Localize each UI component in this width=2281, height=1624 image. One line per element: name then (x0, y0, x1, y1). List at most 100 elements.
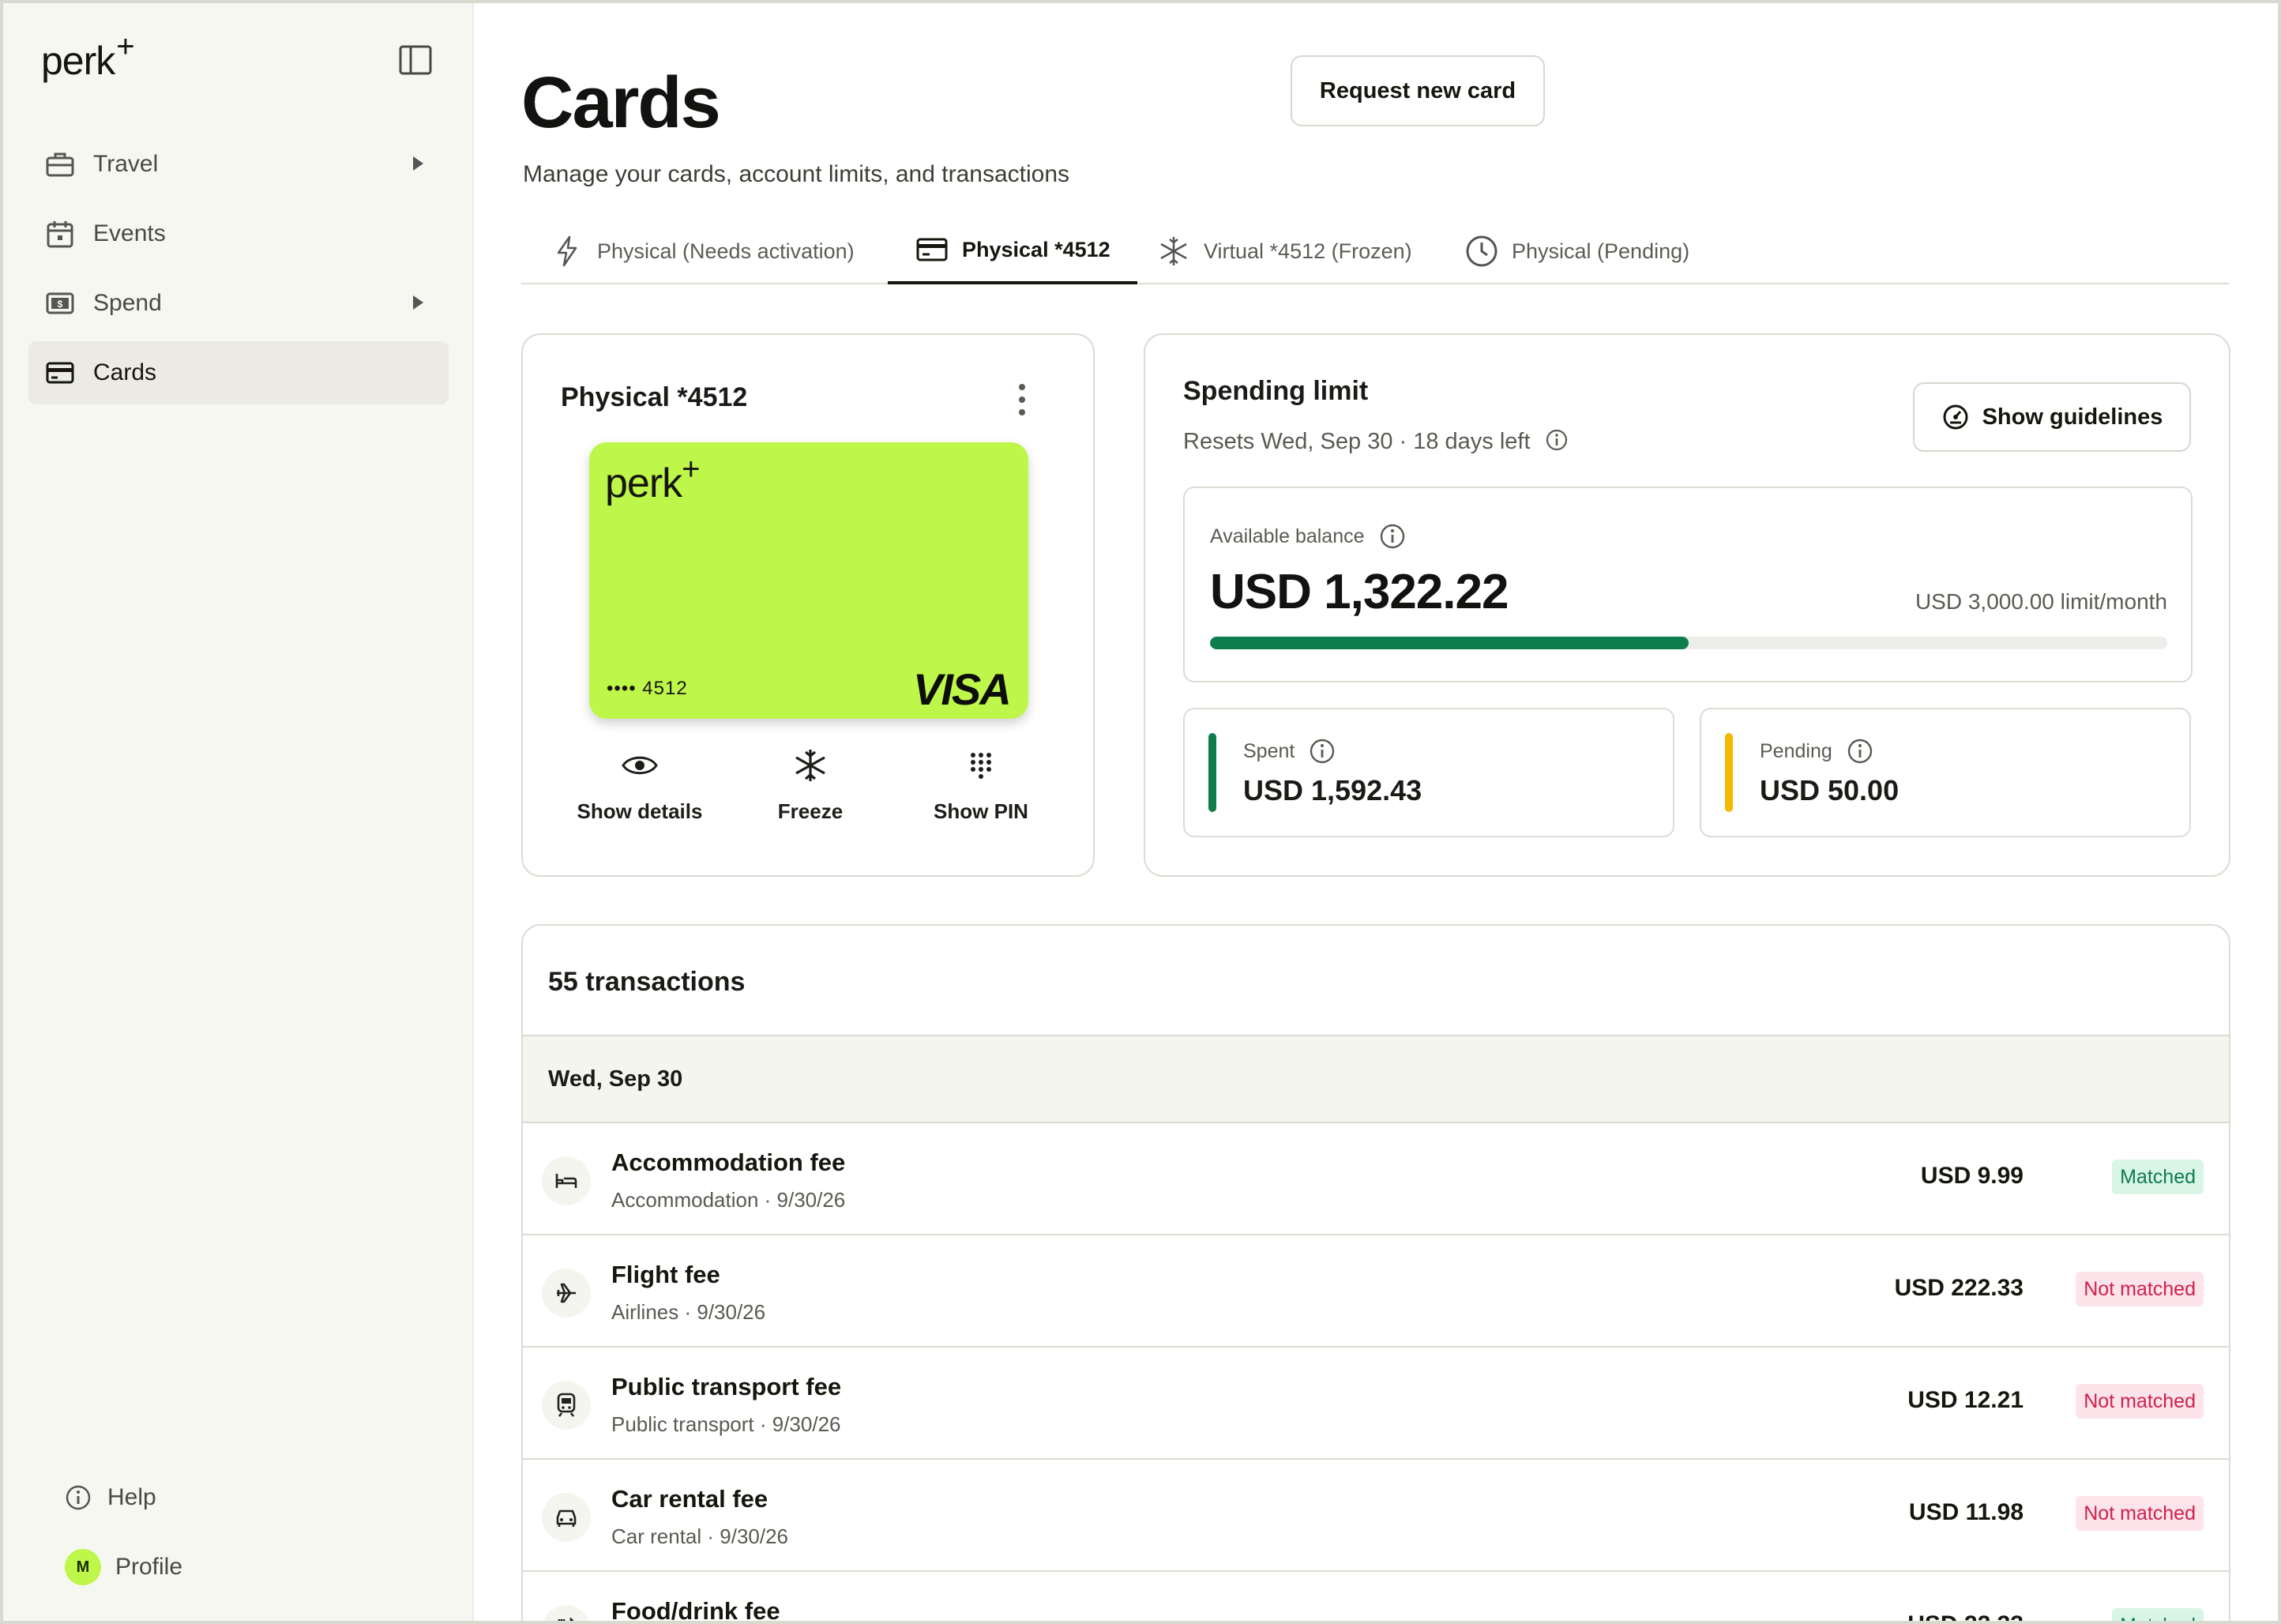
help-label: Help (107, 1484, 156, 1510)
spending-limit-panel: Spending limit Resets Wed, Sep 30 · 18 d… (1144, 333, 2230, 877)
gauge-icon (1941, 403, 1970, 431)
transaction-amount: USD 22.33 (1907, 1611, 2024, 1621)
match-status-badge: Matched (2112, 1160, 2204, 1194)
sidebar-footer: Help M Profile (65, 1474, 428, 1591)
svg-text:$: $ (58, 299, 63, 310)
card-logo: perk+ (605, 452, 701, 506)
tab-label: Physical (Needs activation) (597, 239, 855, 263)
reset-text: Resets Wed, Sep 30 · 18 days left (1183, 428, 1531, 454)
sidebar-item-cards[interactable]: Cards (28, 341, 449, 404)
credit-card-icon (915, 232, 949, 267)
spent-value: USD 1,592.43 (1243, 774, 1422, 806)
sidebar-nav: Travel Events $ Spend Cards (28, 133, 449, 411)
action-label: Show details (577, 799, 703, 823)
info-icon (65, 1484, 92, 1511)
keypad-icon (961, 746, 1001, 785)
match-status-badge: Not matched (2076, 1272, 2204, 1306)
transaction-name: Food/drink fee (611, 1597, 780, 1624)
card-panel: Physical *4512 perk+ •••• 4512 VISA Show… (521, 333, 1095, 877)
sidebar-item-travel[interactable]: Travel (28, 133, 449, 196)
bolt-icon (550, 234, 584, 269)
card-tabs: Physical (Needs activation) Physical *45… (521, 218, 2229, 284)
transaction-amount: USD 222.33 (1894, 1275, 2024, 1301)
transaction-category-date: Public transport · 9/30/26 (611, 1412, 841, 1436)
transaction-name: Accommodation fee (611, 1148, 846, 1176)
transactions-count: 55 transactions (548, 967, 746, 997)
available-balance-box: Available balance USD 1,322.22 USD 3,000… (1183, 487, 2193, 682)
balance-progress-bar (1210, 637, 2167, 649)
info-icon[interactable] (1309, 738, 1336, 765)
sidebar-item-label: Events (93, 220, 166, 246)
sidebar-item-label: Travel (93, 151, 159, 177)
snowflake-icon (1156, 234, 1191, 269)
transaction-amount: USD 9.99 (1920, 1163, 2024, 1189)
clock-icon (1464, 234, 1499, 269)
tab-virtual-4512-frozen[interactable]: Virtual *4512 (Frozen) (1156, 218, 1412, 284)
available-balance-value: USD 1,322.22 (1210, 565, 1509, 619)
help-link[interactable]: Help (65, 1474, 428, 1521)
visa-logo: VISA (913, 664, 1012, 714)
sidebar-item-events[interactable]: Events (28, 202, 449, 265)
tab-label: Physical (Pending) (1512, 239, 1690, 263)
freeze-button[interactable]: Freeze (725, 746, 896, 824)
available-balance-label: Available balance (1210, 523, 1406, 550)
perk-logo[interactable]: perk+ (41, 29, 135, 83)
spent-label: Spent (1243, 738, 1336, 765)
show-details-button[interactable]: Show details (554, 746, 725, 824)
profile-label: Profile (115, 1554, 183, 1580)
pending-value: USD 50.00 (1760, 774, 1900, 806)
avatar: M (65, 1549, 101, 1585)
more-options-icon[interactable] (1013, 384, 1032, 415)
tab-physical-needs-activation[interactable]: Physical (Needs activation) (550, 218, 855, 284)
transaction-amount: USD 11.98 (1908, 1499, 2024, 1525)
bed-icon (542, 1156, 591, 1205)
tab-physical-pending[interactable]: Physical (Pending) (1464, 218, 1689, 284)
expand-caret-icon[interactable] (413, 295, 423, 310)
request-new-card-button[interactable]: Request new card (1291, 55, 1545, 126)
match-status-badge: Not matched (2076, 1384, 2204, 1419)
transaction-name: Flight fee (611, 1261, 720, 1288)
page-subtitle: Manage your cards, account limits, and t… (523, 161, 1070, 187)
main-content: Cards Manage your cards, account limits,… (474, 3, 2278, 1621)
action-label: Show PIN (934, 799, 1028, 823)
cutlery-icon (542, 1605, 591, 1621)
action-label: Freeze (777, 799, 844, 823)
info-icon[interactable] (1379, 523, 1406, 550)
briefcase-icon (44, 148, 76, 180)
train-icon (542, 1381, 591, 1430)
tab-label: Physical *4512 (962, 237, 1110, 261)
transaction-category-date: Accommodation · 9/30/26 (611, 1188, 846, 1212)
expand-caret-icon[interactable] (413, 156, 423, 171)
car-icon (542, 1493, 591, 1542)
transaction-row[interactable]: Public transport fee Public transport · 9… (523, 1349, 2229, 1460)
card-visual: perk+ •••• 4512 VISA (589, 442, 1028, 719)
monthly-limit: USD 3,000.00 limit/month (1915, 589, 2167, 614)
tab-label: Virtual *4512 (Frozen) (1204, 239, 1412, 263)
pending-box: Pending USD 50.00 (1700, 708, 2191, 837)
spending-limit-title: Spending limit (1183, 376, 1369, 406)
sidebar-item-spend[interactable]: $ Spend (28, 272, 449, 335)
date-group-header: Wed, Sep 30 (523, 1035, 2229, 1123)
match-status-badge: Matched (2112, 1608, 2204, 1621)
eye-icon (620, 746, 659, 785)
transaction-row[interactable]: Car rental fee Car rental · 9/30/26 USD 11… (523, 1461, 2229, 1572)
reset-info: Resets Wed, Sep 30 · 18 days left (1183, 428, 1572, 455)
show-pin-button[interactable]: Show PIN (896, 746, 1066, 824)
show-guidelines-button[interactable]: Show guidelines (1913, 382, 2191, 452)
transaction-amount: USD 12.21 (1907, 1387, 2024, 1413)
balance-progress-fill (1210, 637, 1689, 649)
sidebar-item-label: Spend (93, 290, 162, 316)
tab-physical-4512[interactable]: Physical *4512 (888, 218, 1137, 284)
sidebar-toggle-icon[interactable] (398, 44, 433, 76)
info-icon[interactable] (1545, 428, 1572, 455)
profile-link[interactable]: M Profile (65, 1543, 428, 1591)
match-status-badge: Not matched (2076, 1496, 2204, 1531)
transaction-name: Public transport fee (611, 1373, 842, 1400)
pending-color-bar (1725, 733, 1733, 812)
transactions-panel: 55 transactions Wed, Sep 30 Accommodatio… (521, 924, 2230, 1624)
transaction-row[interactable]: Flight fee Airlines · 9/30/26 USD 222.33 No… (523, 1237, 2229, 1348)
guidelines-label: Show guidelines (1982, 404, 2163, 430)
info-icon[interactable] (1847, 738, 1873, 765)
transaction-row[interactable]: Accommodation fee Accommodation · 9/30/26… (523, 1125, 2229, 1235)
